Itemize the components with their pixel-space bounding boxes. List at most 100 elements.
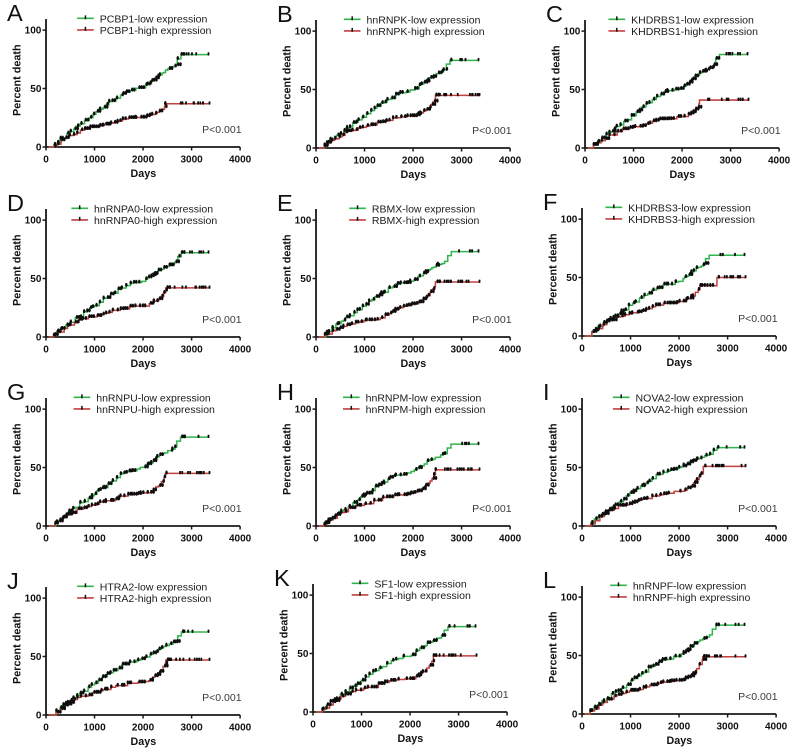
- svg-text:2000: 2000: [132, 534, 155, 545]
- svg-text:100: 100: [295, 27, 312, 38]
- svg-text:Days: Days: [670, 169, 696, 181]
- svg-text:0: 0: [36, 142, 42, 153]
- svg-text:4000: 4000: [229, 534, 252, 545]
- svg-text:4000: 4000: [499, 344, 522, 355]
- svg-text:0: 0: [43, 723, 49, 734]
- svg-text:Percent death: Percent death: [11, 423, 23, 495]
- svg-text:Days: Days: [130, 547, 156, 559]
- svg-text:H: H: [277, 379, 294, 405]
- svg-text:2000: 2000: [402, 156, 425, 167]
- svg-text:Days: Days: [130, 736, 156, 748]
- svg-text:4000: 4000: [765, 534, 788, 545]
- svg-text:1000: 1000: [619, 722, 642, 733]
- svg-text:50: 50: [30, 274, 42, 285]
- svg-text:0: 0: [580, 344, 586, 355]
- svg-text:P<0.001: P<0.001: [472, 314, 512, 326]
- svg-text:1000: 1000: [351, 720, 374, 731]
- svg-text:Percent death: Percent death: [281, 46, 293, 118]
- svg-text:0: 0: [36, 521, 42, 532]
- svg-text:100: 100: [561, 404, 578, 415]
- svg-text:50: 50: [300, 274, 312, 285]
- svg-text:hnRNPA0-high expression: hnRNPA0-high expression: [94, 214, 217, 226]
- svg-text:100: 100: [564, 27, 581, 38]
- svg-text:Days: Days: [667, 357, 693, 369]
- svg-text:D: D: [7, 190, 24, 216]
- svg-text:P<0.001: P<0.001: [741, 125, 781, 137]
- svg-text:A: A: [7, 0, 23, 26]
- svg-text:1000: 1000: [83, 723, 106, 734]
- svg-text:2000: 2000: [132, 155, 155, 166]
- svg-text:Days: Days: [130, 358, 156, 370]
- svg-text:50: 50: [30, 463, 42, 474]
- svg-text:Percent death: Percent death: [11, 44, 23, 116]
- svg-text:4000: 4000: [768, 156, 791, 167]
- svg-text:50: 50: [30, 84, 42, 95]
- svg-text:4000: 4000: [765, 722, 788, 733]
- svg-text:4000: 4000: [496, 720, 519, 731]
- svg-text:J: J: [7, 568, 19, 594]
- svg-text:PCBP1-high expression: PCBP1-high expression: [100, 25, 212, 37]
- svg-text:hnRNPA0-low expression: hnRNPA0-low expression: [94, 203, 213, 215]
- svg-text:E: E: [277, 190, 293, 216]
- svg-text:hnRNPM-low expression: hnRNPM-low expression: [365, 392, 481, 404]
- svg-text:HTRA2-high expression: HTRA2-high expression: [99, 593, 211, 605]
- svg-text:3000: 3000: [450, 156, 473, 167]
- svg-text:0: 0: [579, 534, 585, 545]
- svg-text:Days: Days: [400, 547, 426, 559]
- svg-text:0: 0: [572, 521, 578, 532]
- svg-text:SF1-high expression: SF1-high expression: [375, 590, 472, 602]
- svg-text:Percent death: Percent death: [11, 612, 23, 684]
- svg-text:0: 0: [36, 710, 42, 721]
- svg-text:Percent death: Percent death: [11, 234, 23, 306]
- svg-text:1000: 1000: [83, 155, 106, 166]
- svg-text:KHDRBS3-low expression: KHDRBS3-low expression: [628, 202, 751, 214]
- svg-text:2000: 2000: [668, 344, 691, 355]
- svg-text:hnRNPK-low expression: hnRNPK-low expression: [366, 15, 480, 27]
- svg-text:HTRA2-low expression: HTRA2-low expression: [99, 581, 207, 593]
- svg-text:Percent death: Percent death: [279, 610, 291, 682]
- svg-text:50: 50: [566, 651, 578, 662]
- svg-text:4000: 4000: [229, 155, 252, 166]
- svg-text:KHDRBS1-low expression: KHDRBS1-low expression: [631, 14, 754, 26]
- svg-text:P<0.001: P<0.001: [202, 503, 242, 515]
- svg-text:SF1-low expression: SF1-low expression: [375, 579, 467, 591]
- svg-text:Percent death: Percent death: [281, 234, 293, 306]
- svg-text:NOVA2-low expression: NOVA2-low expression: [636, 392, 744, 404]
- svg-text:P<0.001: P<0.001: [469, 689, 509, 701]
- svg-text:0: 0: [313, 344, 319, 355]
- svg-text:1000: 1000: [620, 534, 643, 545]
- svg-text:100: 100: [24, 593, 41, 604]
- svg-text:3000: 3000: [720, 156, 743, 167]
- svg-text:3000: 3000: [450, 344, 473, 355]
- svg-text:hnRNPF-high expressino: hnRNPF-high expressino: [633, 592, 751, 604]
- svg-text:50: 50: [566, 463, 578, 474]
- svg-text:0: 0: [303, 708, 309, 719]
- svg-text:0: 0: [572, 332, 578, 343]
- svg-text:hnRNPU-high expression: hnRNPU-high expression: [96, 404, 215, 416]
- svg-text:3000: 3000: [716, 722, 739, 733]
- svg-text:Days: Days: [666, 735, 692, 747]
- svg-text:2000: 2000: [402, 344, 425, 355]
- svg-text:50: 50: [297, 649, 309, 660]
- svg-text:0: 0: [310, 720, 316, 731]
- svg-text:G: G: [7, 379, 25, 405]
- svg-text:4000: 4000: [499, 156, 522, 167]
- svg-text:hnRNPM-high expression: hnRNPM-high expression: [365, 404, 485, 416]
- svg-text:0: 0: [313, 534, 319, 545]
- svg-text:0: 0: [305, 521, 311, 532]
- svg-text:0: 0: [305, 332, 311, 343]
- svg-text:3000: 3000: [180, 155, 203, 166]
- svg-text:I: I: [543, 379, 550, 405]
- svg-text:50: 50: [567, 273, 579, 284]
- svg-text:2000: 2000: [399, 720, 422, 731]
- svg-text:50: 50: [30, 652, 42, 663]
- svg-text:C: C: [546, 1, 563, 27]
- svg-text:100: 100: [25, 26, 42, 37]
- svg-text:0: 0: [306, 144, 312, 155]
- svg-text:K: K: [274, 565, 290, 591]
- svg-text:2000: 2000: [668, 722, 691, 733]
- svg-text:Days: Days: [400, 169, 426, 181]
- svg-text:0: 0: [572, 710, 578, 721]
- svg-text:1000: 1000: [353, 344, 376, 355]
- svg-text:hnRNPF-low expression: hnRNPF-low expression: [633, 581, 747, 593]
